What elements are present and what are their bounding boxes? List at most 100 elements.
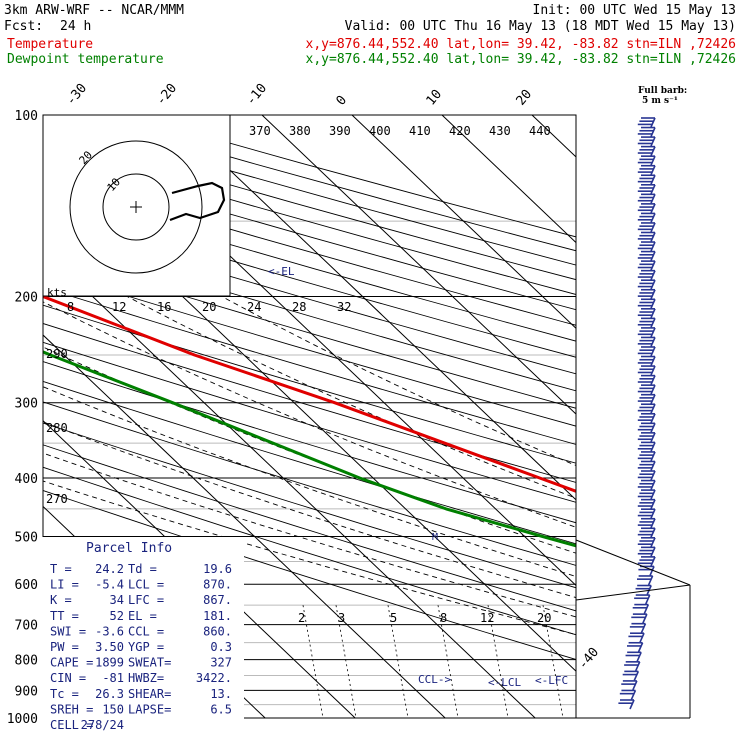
wind-barb-staff xyxy=(650,432,656,443)
wind-barb xyxy=(634,594,651,605)
wind-barb-staff xyxy=(650,442,656,452)
wind-barb xyxy=(637,126,656,137)
wind-barb-staff xyxy=(639,632,645,643)
parcel-row-2-col-1: 34 xyxy=(110,593,124,607)
pressure-label-400: 400 xyxy=(15,472,38,487)
wind-barb xyxy=(637,231,656,242)
mixing-label-lower-5: 5 xyxy=(390,611,397,625)
parcel-row-1-col-0: LI = xyxy=(50,578,79,592)
mixing-label-upper-28: 28 xyxy=(292,300,306,314)
wind-barb xyxy=(632,603,650,614)
parcel-row-5-col-0: PW = xyxy=(50,640,79,654)
wind-barb xyxy=(637,260,656,271)
parcel-row-7-col-3: 3422. xyxy=(196,671,232,685)
wind-barb-staff xyxy=(633,671,640,681)
el-marker: <-EL xyxy=(268,265,295,278)
wind-barb xyxy=(637,575,654,586)
parcel-row-2-col-0: K = xyxy=(50,593,72,607)
wind-barb xyxy=(618,699,635,710)
wind-barb xyxy=(621,680,638,691)
wind-barb-staff xyxy=(650,127,656,137)
wind-barb xyxy=(637,298,656,309)
wind-barb xyxy=(637,479,656,490)
wind-barb-staff xyxy=(636,651,642,662)
init-time: Init: 00 UTC Wed 15 May 13 xyxy=(533,3,737,18)
temp-legend-info: x,y=876.44,552.40 lat,lon= 39.42, -83.82… xyxy=(306,37,736,52)
dry-adiabat-260 xyxy=(43,466,576,636)
mixing-label-upper-12: 12 xyxy=(112,300,126,314)
parcel-info-title: Parcel Info xyxy=(86,541,172,556)
parcel-row-6-col-2: SWEAT= xyxy=(128,656,171,670)
wind-barb-staff xyxy=(650,289,656,300)
parcel-row-8-col-0: Tc = xyxy=(50,687,79,701)
wind-barb-staff xyxy=(650,346,656,357)
wind-barb-staff xyxy=(650,547,656,557)
theta-label-370: 370 xyxy=(249,124,271,138)
moist-adiabat-2 xyxy=(43,421,576,599)
theta-label-390: 390 xyxy=(329,124,351,138)
fcst-label: Fcst: xyxy=(4,19,43,34)
dry-adiabat-330 xyxy=(43,323,576,483)
wind-barbs xyxy=(618,117,656,710)
wind-barb-staff xyxy=(642,613,648,624)
parcel-row-2-col-2: LFC = xyxy=(128,593,164,607)
parcel-row-3-col-3: 181. xyxy=(203,609,232,623)
model-title: 3km ARW-WRF -- NCAR/MMM xyxy=(4,3,184,18)
ext-isotherm-30 xyxy=(575,539,691,586)
pressure-label-800: 800 xyxy=(15,654,38,669)
wind-barb xyxy=(637,336,656,347)
wind-barb-staff xyxy=(650,270,656,280)
parcel-row-7-col-1: -81 xyxy=(102,671,124,685)
wind-legend-line1: Full barb: xyxy=(638,86,687,96)
wind-barb xyxy=(637,355,656,366)
wind-barb-staff xyxy=(650,136,656,147)
mixing-ratio-2 xyxy=(302,605,324,718)
isotherm-40 xyxy=(712,115,740,718)
parcel-row-10-col-0: CELL = xyxy=(50,718,93,732)
wind-barb xyxy=(637,412,656,424)
pressure-label-600: 600 xyxy=(15,578,38,593)
wind-barb xyxy=(624,661,641,672)
wind-barb-staff xyxy=(650,413,656,424)
wind-barb-staff xyxy=(650,165,656,176)
dry-adiabat-270 xyxy=(43,444,576,612)
temp-tick-20: 20 xyxy=(514,87,536,109)
theta-label-440: 440 xyxy=(529,124,551,138)
wind-barb xyxy=(637,155,656,166)
wind-barb xyxy=(637,250,656,261)
wind-barb-staff xyxy=(650,251,656,261)
parcel-row-6-col-3: 327 xyxy=(210,656,232,670)
wind-barb-staff xyxy=(650,508,656,519)
pressure-label-300: 300 xyxy=(15,397,38,412)
parcel-row-8-col-3: 13. xyxy=(210,687,232,701)
wind-barb-staff xyxy=(650,260,656,271)
parcel-row-5-col-2: YGP = xyxy=(128,640,164,654)
lfc-marker: <-LFC xyxy=(535,674,568,687)
parcel-row-3-col-0: TT = xyxy=(50,609,79,623)
theta-left-label-290: 290 xyxy=(46,347,68,361)
parcel-row-0-col-1: 24.2 xyxy=(95,562,124,576)
moist-adiabat--10 xyxy=(43,480,576,636)
temp-tick--10: -10 xyxy=(244,81,271,109)
wind-barb-staff xyxy=(650,527,656,538)
parcel-row-2-col-3: 867. xyxy=(203,593,232,607)
mixing-label-upper-16: 16 xyxy=(157,300,171,314)
mixing-label-upper-8: 8 xyxy=(67,300,74,314)
wind-barb xyxy=(637,384,656,395)
mixing-label-lower-3: 3 xyxy=(338,611,345,625)
wind-barb-staff xyxy=(650,375,656,385)
wind-barb-staff xyxy=(630,690,637,700)
parcel-row-7-col-0: CIN = xyxy=(50,671,86,685)
wind-barb-staff xyxy=(650,480,656,490)
wind-barb xyxy=(637,432,656,443)
hodo-ring-10 xyxy=(102,173,170,241)
wind-barb xyxy=(637,374,656,385)
parcel-row-3-col-2: EL = xyxy=(128,609,157,623)
parcel-row-5-col-3: 0.3 xyxy=(210,640,232,654)
wind-barb xyxy=(637,451,656,462)
ext-edge-a xyxy=(575,584,691,601)
wind-barb-staff xyxy=(645,594,651,605)
wind-barb-staff xyxy=(650,308,656,319)
parcel-row-6-col-1: 1899 xyxy=(95,656,124,670)
dry-adiabat-250 xyxy=(43,490,576,660)
